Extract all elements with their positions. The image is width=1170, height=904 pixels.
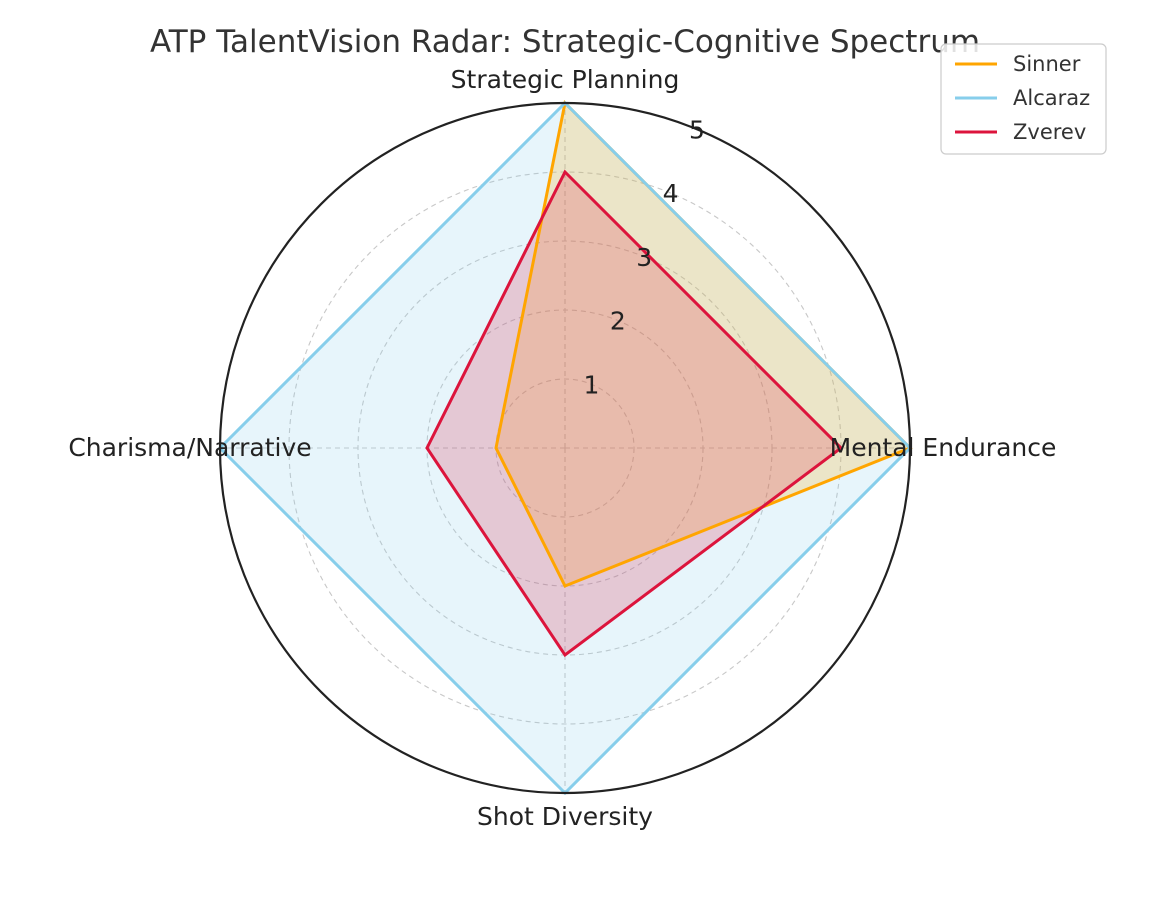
axis-label-charisma-narrative: Charisma/Narrative: [68, 433, 311, 462]
axis-label-mental-endurance: Mental Endurance: [830, 433, 1057, 462]
axis-label-strategic-planning: Strategic Planning: [451, 65, 680, 94]
legend: Sinner Alcaraz Zverev: [940, 43, 1107, 155]
legend-box: [940, 43, 1107, 155]
radial-tick-2: 2: [610, 307, 626, 336]
legend-label-zverev: Zverev: [1013, 120, 1086, 144]
series-fill-sinner: [496, 103, 910, 586]
legend-label-alcaraz: Alcaraz: [1013, 86, 1090, 110]
legend-label-sinner: Sinner: [1013, 52, 1081, 76]
radial-tick-5: 5: [689, 115, 705, 144]
radial-tick-4: 4: [663, 179, 679, 208]
axis-label-shot-diversity: Shot Diversity: [477, 802, 653, 831]
radial-tick-3: 3: [636, 243, 652, 272]
series-fill-zverev: [427, 172, 841, 655]
radial-tick-1: 1: [583, 370, 599, 399]
axis-labels: Strategic Planning Mental Endurance Shot D…: [68, 65, 1056, 831]
radial-tick-labels: 1 2 3 4 5: [583, 115, 705, 399]
chart-title: ATP TalentVision Radar: Strategic-Cognit…: [150, 24, 980, 60]
series-fills: [220, 103, 910, 793]
outer-frame-circle: [218, 101, 912, 795]
series-line-zverev: [425, 169, 844, 658]
